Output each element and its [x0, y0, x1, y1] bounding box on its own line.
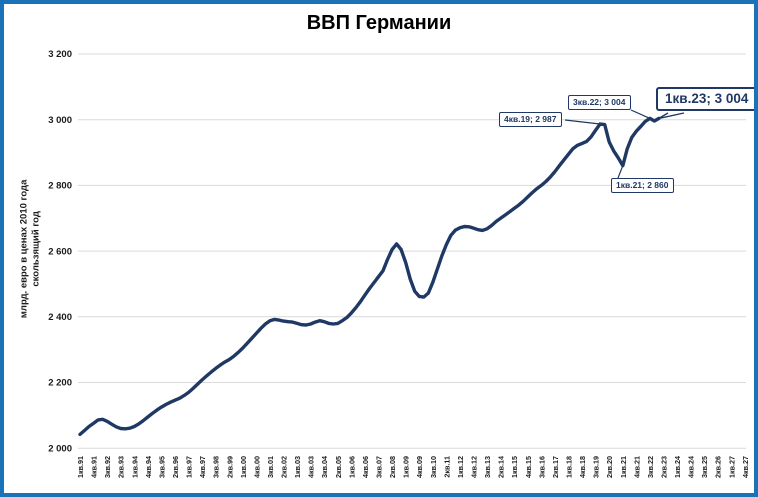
y-tick-label: 2 000 [48, 443, 72, 454]
x-tick-label: 1кв.00 [239, 456, 248, 478]
x-tick-label: 4кв.21 [632, 456, 641, 478]
x-tick-label: 3кв.07 [375, 456, 384, 478]
x-tick-label: 1кв.27 [727, 456, 736, 478]
x-tick-label: 1кв.09 [402, 456, 411, 478]
y-tick-label: 2 600 [48, 246, 72, 257]
x-tick-label: 1кв.24 [673, 456, 682, 478]
x-tick-label: 1кв.06 [347, 456, 356, 478]
x-tick-label: 3кв.25 [700, 456, 709, 478]
x-tick-label: 3кв.04 [320, 456, 329, 478]
y-tick-label: 3 000 [48, 115, 72, 126]
x-tick-label: 3кв.98 [212, 456, 221, 478]
annotation-callout-4q19: 4кв.19; 2 987 [499, 112, 562, 127]
x-tick-label: 2кв.20 [605, 456, 614, 478]
x-tick-label: 3кв.10 [429, 456, 438, 478]
x-tick-label: 4кв.94 [144, 456, 153, 478]
callout-leader-line [564, 119, 601, 125]
x-tick-label: 2кв.17 [551, 456, 560, 478]
callout-leader-line [630, 109, 651, 119]
x-tick-label: 4кв.24 [687, 456, 696, 478]
x-tick-label: 4кв.03 [307, 456, 316, 478]
x-tick-label: 2кв.05 [334, 456, 343, 478]
x-tick-label: 1кв.12 [456, 456, 465, 478]
x-tick-label: 4кв.06 [361, 456, 370, 478]
x-tick-label: 4кв.27 [741, 456, 750, 478]
callout-leader-line [658, 112, 685, 120]
x-tick-label: 2кв.93 [117, 456, 126, 478]
annotation-callout-3q22: 3кв.22; 3 004 [568, 95, 631, 110]
x-tick-label: 2кв.23 [660, 456, 669, 478]
x-tick-label: 3кв.01 [266, 456, 275, 478]
x-tick-label: 3кв.19 [592, 456, 601, 478]
x-tick-label: 3кв.92 [103, 456, 112, 478]
x-tick-label: 4кв.12 [470, 456, 479, 478]
x-tick-label: 3кв.16 [537, 456, 546, 478]
x-tick-label: 3кв.95 [157, 456, 166, 478]
annotation-callout-1q23: 1кв.23; 3 004 [656, 87, 754, 111]
x-tick-label: 1кв.21 [619, 456, 628, 478]
x-tick-label: 1кв.94 [130, 456, 139, 478]
x-tick-label: 2кв.08 [388, 456, 397, 478]
gdp-line [78, 116, 661, 437]
y-tick-label: 2 800 [48, 181, 72, 192]
x-tick-label: 4кв.91 [90, 456, 99, 478]
x-tick-label: 1кв.97 [185, 456, 194, 478]
y-tick-label: 2 200 [48, 378, 72, 389]
x-tick-label: 2кв.99 [225, 456, 234, 478]
x-tick-label: 1кв.15 [510, 456, 519, 478]
x-tick-label: 3кв.22 [646, 456, 655, 478]
x-tick-label: 1кв.03 [293, 456, 302, 478]
x-tick-label: 4кв.00 [252, 456, 261, 478]
x-tick-label: 4кв.97 [198, 456, 207, 478]
x-tick-label: 2кв.11 [442, 456, 451, 478]
x-tick-label: 4кв.15 [524, 456, 533, 478]
x-tick-label: 4кв.09 [415, 456, 424, 478]
x-tick-label: 1кв.91 [76, 456, 85, 478]
y-tick-label: 3 200 [48, 49, 72, 60]
annotation-callout-1q21: 1кв.21; 2 860 [611, 178, 674, 193]
x-tick-label: 2кв.02 [280, 456, 289, 478]
chart-plot-area: 2 000 2 200 2 400 2 600 2 800 3 000 3 200 1кв.9… [48, 49, 750, 478]
x-tick-label: 2кв.96 [171, 456, 180, 478]
x-tick-label: 4кв.18 [578, 456, 587, 478]
chart-title: ВВП Германии [306, 12, 452, 34]
x-tick-label: 1кв.18 [565, 456, 574, 478]
x-tick-label: 2кв.14 [497, 456, 506, 478]
x-tick-label: 2кв.26 [714, 456, 723, 478]
x-tick-label: 3кв.13 [483, 456, 492, 478]
callout-leader-line [617, 165, 624, 179]
y-tick-label: 2 400 [48, 312, 72, 323]
